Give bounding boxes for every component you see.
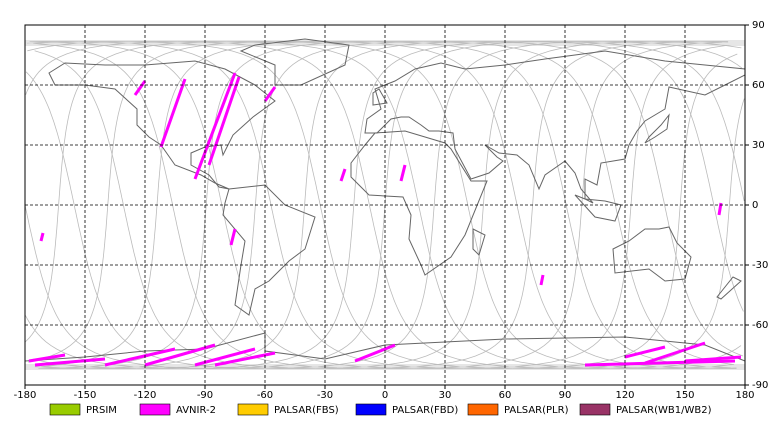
x-tick-label: 150 xyxy=(675,390,694,401)
x-tick-label: 90 xyxy=(559,390,572,401)
orbit-track xyxy=(266,41,603,369)
swath xyxy=(354,343,396,363)
y-tick-label: -90 xyxy=(752,380,768,391)
swath xyxy=(159,78,187,148)
swath xyxy=(684,355,742,363)
map-frame xyxy=(24,24,746,386)
legend-swatch xyxy=(579,403,611,416)
swath xyxy=(339,168,347,182)
orbit-track xyxy=(28,41,733,369)
y-tick-label: 90 xyxy=(752,20,765,31)
coastline xyxy=(222,184,316,316)
swath xyxy=(193,72,237,180)
orbit-track xyxy=(185,41,522,369)
coastline xyxy=(472,228,486,256)
swath xyxy=(229,228,237,246)
x-tick-label: -120 xyxy=(134,390,157,401)
swath xyxy=(263,86,277,102)
coastline xyxy=(716,276,742,300)
orbit-track xyxy=(177,41,562,369)
x-tick-label: -60 xyxy=(257,390,273,401)
y-tick-label: -30 xyxy=(752,260,768,271)
orbit-track xyxy=(40,41,737,369)
x-tick-label: 180 xyxy=(735,390,754,401)
swath xyxy=(28,353,66,363)
swath xyxy=(144,343,216,367)
swath xyxy=(133,80,147,96)
legend-label: PRSIM xyxy=(86,405,117,416)
y-tick-label: -60 xyxy=(752,320,768,331)
legend-label: PALSAR(WB1/WB2) xyxy=(616,405,712,416)
orbit-track xyxy=(33,41,744,369)
x-tick-label: -30 xyxy=(317,390,333,401)
coastline xyxy=(48,60,276,190)
orbit-track xyxy=(226,41,611,369)
coastline xyxy=(24,332,746,362)
orbit-track xyxy=(315,41,652,369)
x-tick-label: 60 xyxy=(499,390,512,401)
legend-swatch xyxy=(139,403,171,416)
y-tick-label: 60 xyxy=(752,80,765,91)
swath xyxy=(624,345,666,359)
coastline xyxy=(350,130,488,276)
coastline xyxy=(239,38,350,86)
swath xyxy=(644,341,706,365)
coastline xyxy=(644,113,670,144)
x-tick-label: 30 xyxy=(439,390,452,401)
swath xyxy=(584,359,736,367)
legend-label: PALSAR(FBD) xyxy=(392,405,458,416)
orbit-track xyxy=(27,41,738,369)
swath xyxy=(34,357,106,367)
observation-swaths xyxy=(28,72,742,367)
swath xyxy=(104,347,176,367)
swath xyxy=(39,232,45,242)
y-tick-label: 0 xyxy=(752,200,758,211)
coastline xyxy=(612,226,692,282)
x-tick-label: 0 xyxy=(382,390,388,401)
coastline xyxy=(372,88,388,106)
legend-swatch xyxy=(49,403,81,416)
x-tick-label: -90 xyxy=(197,390,213,401)
coastlines xyxy=(24,38,746,362)
legend-swatch xyxy=(237,403,269,416)
x-tick-label: 120 xyxy=(615,390,634,401)
orbit-track xyxy=(373,41,731,369)
legend-swatch xyxy=(467,403,499,416)
swath xyxy=(399,164,407,182)
legend: PRSIM AVNIR-2 PALSAR(FBS) PALSAR(FBD) PALSAR… xyxy=(49,403,712,416)
x-tick-label: -180 xyxy=(14,390,37,401)
swath xyxy=(207,76,241,166)
legend-label: PALSAR(PLR) xyxy=(504,405,569,416)
legend-label: AVNIR-2 xyxy=(176,405,216,416)
x-tick-label: -150 xyxy=(74,390,97,401)
orbit-track xyxy=(136,41,473,369)
y-tick-label: 30 xyxy=(752,140,765,151)
legend-swatch xyxy=(355,403,387,416)
orbit-track xyxy=(33,41,729,369)
coastline xyxy=(364,50,746,204)
legend-label: PALSAR(FBS) xyxy=(274,405,339,416)
swath xyxy=(539,274,545,286)
